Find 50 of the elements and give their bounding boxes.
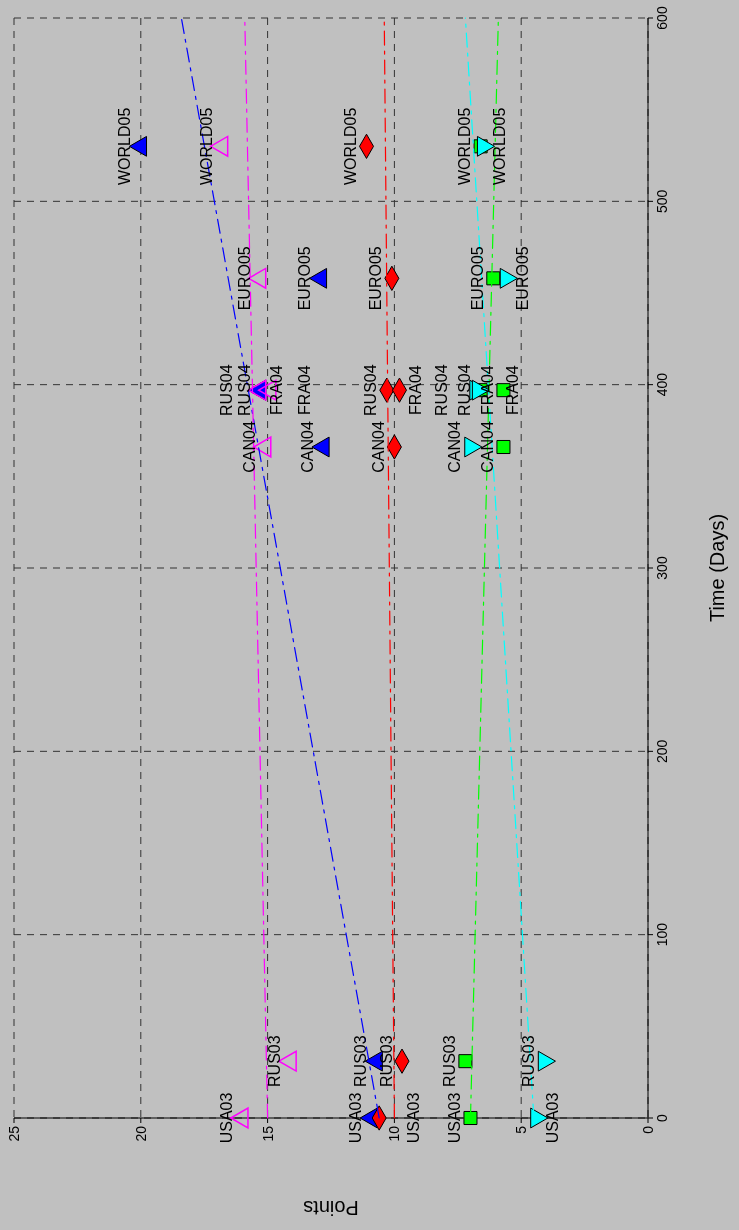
annotation: RUS03 bbox=[266, 1035, 284, 1087]
annotation: RUS04 bbox=[235, 364, 253, 416]
annotation: EURO05 bbox=[367, 246, 385, 311]
annotation: USA03 bbox=[404, 1092, 422, 1144]
annotation: EURO05 bbox=[468, 246, 486, 311]
annotation: RUS03 bbox=[377, 1035, 395, 1087]
annotation: CAN04 bbox=[446, 421, 464, 473]
annotation: USA03 bbox=[544, 1092, 562, 1144]
annotation: EURO05 bbox=[513, 246, 531, 311]
y-tick-label: 600 bbox=[653, 6, 670, 30]
annotation: USA03 bbox=[347, 1092, 365, 1144]
x-tick-label: 0 bbox=[639, 1125, 656, 1134]
annotation: FRA04 bbox=[479, 365, 497, 416]
x-tick-label: 10 bbox=[386, 1125, 403, 1142]
annotation: WORLD05 bbox=[456, 107, 474, 186]
x-tick-label: 5 bbox=[513, 1125, 530, 1134]
y-tick-label: 300 bbox=[653, 556, 670, 580]
annotation: WORLD05 bbox=[197, 107, 215, 186]
annotation: RUS03 bbox=[352, 1035, 370, 1087]
annotation: USA03 bbox=[446, 1092, 464, 1144]
annotation: WORLD05 bbox=[116, 107, 134, 186]
annotation: RUS04 bbox=[217, 364, 235, 416]
annotation: FRA04 bbox=[267, 365, 285, 416]
annotation: CAN04 bbox=[370, 421, 387, 473]
annotation: RUS04 bbox=[362, 364, 380, 416]
y-tick-label: 400 bbox=[653, 372, 670, 397]
annotation: RUS03 bbox=[519, 1035, 537, 1087]
annotation: FRA04 bbox=[503, 365, 521, 416]
annotation: WORLD05 bbox=[490, 107, 508, 186]
annotation: FRA04 bbox=[295, 365, 313, 416]
y-tick-label: 500 bbox=[653, 189, 670, 214]
x-tick-label: 15 bbox=[259, 1125, 276, 1142]
annotation: EURO05 bbox=[296, 246, 314, 311]
annotation: USA03 bbox=[217, 1092, 235, 1144]
x-tick-label: 20 bbox=[132, 1125, 149, 1142]
x-axis-title: Points bbox=[303, 1197, 359, 1219]
y-tick-label: 200 bbox=[653, 739, 670, 764]
annotation: EURO05 bbox=[235, 246, 253, 311]
annotation: RUS04 bbox=[433, 364, 451, 416]
annotation: CAN04 bbox=[298, 421, 316, 473]
annotation: RUS04 bbox=[456, 364, 474, 416]
y-tick-label: 0 bbox=[653, 1113, 670, 1122]
annotation: RUS03 bbox=[441, 1035, 459, 1087]
y-axis-title: Time (Days) bbox=[706, 513, 728, 623]
x-tick-label: 25 bbox=[5, 1125, 22, 1142]
annotation: CAN04 bbox=[479, 421, 497, 473]
annotation: CAN04 bbox=[240, 421, 258, 473]
annotation: WORLD05 bbox=[342, 107, 360, 186]
annotation: FRA04 bbox=[407, 365, 425, 416]
y-tick-label: 100 bbox=[653, 922, 670, 947]
